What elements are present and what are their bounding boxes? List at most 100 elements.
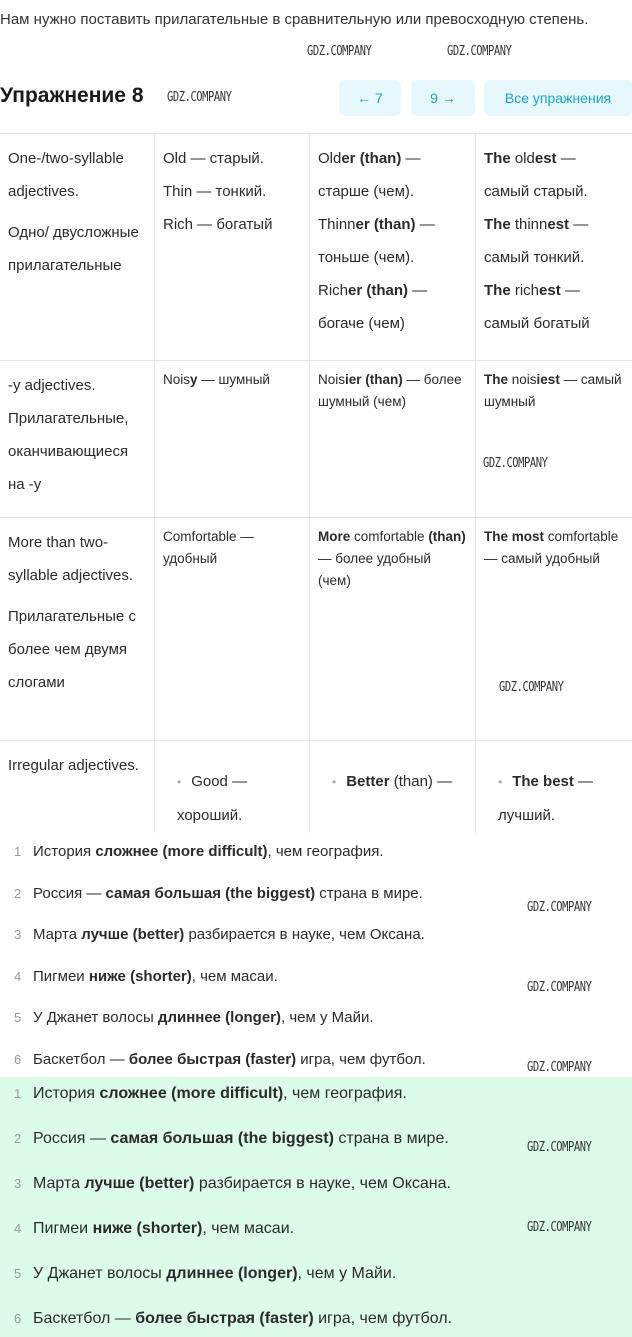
text: Баскетбол — [33, 1051, 129, 1068]
cell-paragraph: Одно/ двусложные прилагательные [8, 216, 146, 282]
next-exercise-button[interactable]: 9 → [411, 80, 475, 116]
item-number: 5 [14, 1266, 22, 1281]
item-number: 2 [14, 885, 22, 901]
item-number: 5 [14, 1010, 22, 1026]
bold-text: длиннее (longer) [157, 1009, 281, 1027]
list-item: 4 Пигмеи ниже (shorter), чем масаи. [14, 1220, 294, 1238]
list-item: 5 У Джанет волосы длиннее (longer), чем у… [14, 1009, 374, 1026]
table-cell: • Good — хороший. [155, 741, 310, 833]
table-cell: Irregular adjectives. [0, 741, 155, 833]
text: Марта [33, 1175, 85, 1192]
cell-paragraph: Old — старый. [163, 142, 301, 175]
text: игра, чем футбол. [296, 1051, 426, 1068]
text: More than two-syllable adjectives. [8, 534, 134, 584]
text: Rich — богатый [163, 216, 273, 233]
bold-text: er (than) [341, 150, 402, 167]
text: Old [318, 150, 342, 167]
text: страна в мире. [333, 1130, 449, 1147]
bullet-icon: • [177, 775, 182, 789]
text: comfortable [350, 529, 429, 544]
cell-paragraph: Thinner (than) — тоньше (чем). [318, 208, 467, 274]
text: разбирается в науке, чем Оксана. [184, 926, 425, 944]
table-row: One-/two-syllable adjectives. Одно/ двусл… [0, 134, 632, 361]
list-item: 1 История сложнее (more difficult), чем г… [14, 1085, 407, 1103]
cell-paragraph: Older (than) — старше (чем). [318, 142, 467, 208]
cell-paragraph: • Good — хороший. [177, 765, 301, 832]
table-cell: The noisiest — самый шумный [476, 361, 632, 517]
text: — богаче (чем) [318, 282, 428, 332]
bold-text: самая большая (the biggest) [110, 1130, 334, 1147]
text: , чем география. [267, 843, 384, 860]
list-item: 2 Россия — самая большая (the biggest) ст… [14, 1130, 449, 1148]
list-item: 5 У Джанет волосы длиннее (longer), чем у… [14, 1265, 396, 1283]
cell-paragraph: • Better (than) — [332, 765, 467, 799]
cell-paragraph: Noisy — шумный [163, 369, 301, 391]
text: (than) — [389, 773, 453, 790]
table-row: More than two-syllable adjectives. Прилаг… [0, 518, 632, 741]
text: , чем масаи. [202, 1220, 295, 1237]
text: У Джанет волосы [33, 1009, 158, 1027]
text: Good — хороший. [177, 773, 248, 824]
item-number: 1 [14, 1086, 22, 1101]
table-cell: Older (than) — старше (чем). Thinner (tha… [310, 134, 476, 360]
bold-text: более быстрая (faster) [135, 1310, 314, 1327]
page-title: Упражнение 8 [0, 84, 144, 107]
text: — тоньше (чем). [318, 216, 435, 266]
bold-text: (than) [428, 529, 466, 544]
list-item: 3 Марта лучше (better) разбирается в наук… [14, 1175, 451, 1193]
text: Россия — [33, 884, 106, 902]
item-number: 4 [14, 968, 22, 984]
watermark: GDZ.COMPANY [447, 44, 512, 59]
item-number: 2 [14, 1131, 22, 1146]
list-item: 6 Баскетбол — более быстрая (faster) игра… [14, 1051, 426, 1068]
text: — шумный [197, 372, 270, 387]
cell-paragraph: Thin — тонкий. [163, 175, 301, 208]
text: rich [510, 282, 540, 299]
bold-text: est [539, 282, 561, 299]
item-number: 3 [14, 927, 22, 943]
text: nois [508, 372, 537, 387]
table-cell: The oldest — самый старый. The thinnest —… [476, 134, 632, 360]
bullet-icon: • [332, 775, 337, 789]
bold-text: The [484, 282, 511, 299]
list-item: 6 Баскетбол — более быстрая (faster) игра… [14, 1310, 452, 1328]
text: , чем у Майи. [281, 1009, 374, 1027]
cell-paragraph: The noisiest — самый шумный [484, 369, 624, 413]
all-exercises-button[interactable]: Все упражнения [484, 80, 632, 116]
table-cell: • Better (than) — [310, 741, 476, 833]
bold-text: The [484, 150, 511, 167]
text: игра, чем футбол. [313, 1310, 453, 1327]
text: — старше (чем). [318, 150, 421, 200]
bullet-icon: • [498, 775, 503, 789]
table-cell: More comfortable (than) — более удобный … [310, 518, 476, 740]
cell-paragraph: The richest — самый богатый [484, 274, 624, 340]
text: — более шумный (чем) [318, 372, 462, 409]
bold-text: длиннее (longer) [166, 1265, 298, 1282]
cell-paragraph: Irregular adjectives. [8, 749, 146, 782]
text: Nois [318, 372, 346, 387]
cell-paragraph: More comfortable (than) — более удобный … [318, 526, 467, 592]
list-item: 2 Россия — самая большая (the biggest) ст… [14, 885, 423, 902]
text: thinn [510, 216, 548, 233]
table-row: -y adjectives. Прилагательные, оканчиваю… [0, 361, 632, 518]
bold-text: est [547, 216, 570, 233]
prev-exercise-button[interactable]: ← 7 [339, 80, 401, 116]
bold-text: er (than) [355, 216, 416, 233]
bold-text: Better [346, 773, 390, 790]
bold-text: The best [512, 773, 574, 790]
bold-text: The [484, 372, 509, 387]
cell-paragraph: Richer (than) — богаче (чем) [318, 274, 467, 340]
text: — более удобный (чем) [318, 551, 431, 588]
table-cell: The most comfortable — самый удобный [476, 518, 632, 740]
item-number: 6 [14, 1311, 22, 1326]
text: История [33, 843, 96, 860]
table-cell: Noisier (than) — более шумный (чем) [310, 361, 476, 517]
bold-text: er (than) [348, 282, 409, 299]
bold-text: y [190, 372, 198, 387]
text: страна в мире. [315, 884, 423, 902]
text: У Джанет волосы [33, 1265, 167, 1282]
text: Одно/ двусложные прилагательные [8, 224, 139, 274]
list-item: 4 Пигмеи ниже (shorter), чем масаи. [14, 968, 278, 985]
text: — самый старый. [484, 150, 588, 200]
cell-paragraph: The thinnest — самый тонкий. [484, 208, 624, 274]
